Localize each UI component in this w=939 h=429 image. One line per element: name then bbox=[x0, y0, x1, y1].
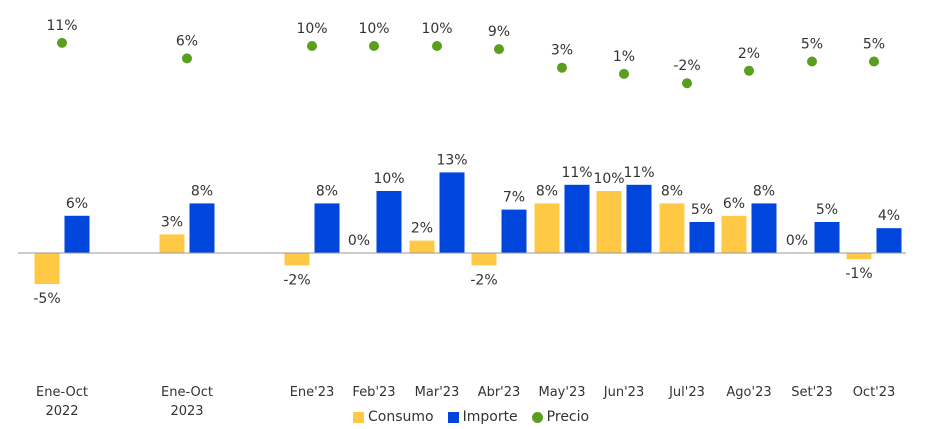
label-precio-ene-oct-2022: 11% bbox=[46, 18, 77, 34]
label-consumo-set-23: 0% bbox=[786, 233, 808, 249]
label-consumo-feb-23: 0% bbox=[348, 233, 370, 249]
x-tick-label-jun-23: Jun'23 bbox=[603, 385, 644, 400]
bar-importe-ene-23 bbox=[314, 203, 340, 253]
bar-consumo-abr-23 bbox=[471, 253, 497, 266]
label-importe-jun-23: 11% bbox=[623, 165, 654, 181]
label-consumo-ene-23: -2% bbox=[283, 272, 310, 288]
label-precio-ene-23: 10% bbox=[296, 21, 327, 37]
bar-consumo-ene-23 bbox=[284, 253, 310, 266]
label-importe-oct-23: 4% bbox=[878, 208, 900, 224]
dot-precio-mar-23 bbox=[432, 41, 442, 51]
legend: Consumo Importe Precio bbox=[353, 409, 589, 425]
label-consumo-ago-23: 6% bbox=[723, 196, 745, 212]
bar-importe-jul-23 bbox=[689, 222, 715, 253]
bar-importe-may-23 bbox=[564, 184, 590, 253]
label-importe-mar-23: 13% bbox=[436, 152, 467, 168]
x-tick-label-ene-23: Ene'23 bbox=[290, 385, 335, 400]
bar-importe-abr-23 bbox=[501, 209, 527, 253]
x-tick-label-ene-oct-2022-line1: Ene-Oct bbox=[36, 385, 88, 400]
label-importe-jul-23: 5% bbox=[691, 202, 713, 218]
bar-importe-oct-23 bbox=[876, 228, 902, 253]
dot-precio-ene-oct-2022 bbox=[57, 37, 67, 48]
bar-consumo-oct-23 bbox=[846, 253, 872, 260]
bar-consumo-jul-23 bbox=[659, 203, 685, 253]
dot-precio-oct-23 bbox=[869, 56, 879, 67]
legend-swatch-precio bbox=[531, 411, 543, 423]
x-axis-tick-labels: Ene-Oct 2022 Ene-Oct 2023 Ene'23 Feb'23 Mar'23… bbox=[36, 385, 895, 419]
label-precio-feb-23: 10% bbox=[358, 21, 389, 37]
legend-item-precio: Precio bbox=[531, 409, 590, 425]
label-consumo-oct-23: -1% bbox=[845, 266, 872, 282]
label-precio-ene-oct-2023: 6% bbox=[176, 33, 198, 49]
x-tick-label-ene-oct-2022-line2: 2022 bbox=[45, 404, 78, 419]
x-tick-label-mar-23: Mar'23 bbox=[415, 385, 460, 400]
label-consumo-may-23: 8% bbox=[536, 183, 558, 199]
legend-label-importe: Importe bbox=[462, 409, 518, 425]
label-consumo-abr-23: -2% bbox=[470, 272, 497, 288]
x-tick-label-may-23: May'23 bbox=[539, 385, 586, 400]
data-labels-layer: -5% 3% -2% 0% 2% -2% 8% 10% 8% 6% 0% -1% 6% 8% 8% 10% 13… bbox=[33, 18, 900, 307]
label-importe-ene-oct-2022: 6% bbox=[66, 196, 88, 212]
bar-importe-set-23 bbox=[814, 222, 840, 253]
label-precio-ago-23: 2% bbox=[738, 46, 760, 62]
bar-importe-ago-23 bbox=[751, 203, 777, 253]
bars-layer bbox=[34, 172, 902, 284]
label-consumo-mar-23: 2% bbox=[411, 221, 433, 237]
label-consumo-jun-23: 10% bbox=[593, 171, 624, 187]
label-consumo-ene-oct-2022: -5% bbox=[33, 291, 60, 307]
x-tick-label-ene-oct-2023-line1: Ene-Oct bbox=[161, 385, 213, 400]
bar-consumo-may-23 bbox=[534, 203, 560, 253]
dot-precio-set-23 bbox=[807, 56, 817, 67]
label-precio-set-23: 5% bbox=[801, 37, 823, 53]
label-importe-may-23: 11% bbox=[561, 165, 592, 181]
label-consumo-jul-23: 8% bbox=[661, 183, 683, 199]
label-precio-abr-23: 9% bbox=[488, 24, 510, 40]
dot-precio-ene-oct-2023 bbox=[182, 53, 192, 64]
label-importe-set-23: 5% bbox=[816, 202, 838, 218]
dot-precio-ene-23 bbox=[307, 41, 317, 51]
label-precio-may-23: 3% bbox=[551, 43, 573, 59]
label-importe-ago-23: 8% bbox=[753, 183, 775, 199]
x-tick-label-feb-23: Feb'23 bbox=[352, 385, 395, 400]
bar-consumo-ene-oct-2022 bbox=[34, 253, 60, 284]
dot-precio-jun-23 bbox=[619, 68, 629, 79]
x-tick-label-oct-23: Oct'23 bbox=[853, 385, 896, 400]
label-precio-mar-23: 10% bbox=[421, 21, 452, 37]
bar-consumo-mar-23 bbox=[409, 240, 435, 253]
label-importe-ene-oct-2023: 8% bbox=[191, 183, 213, 199]
x-tick-label-jul-23: Jul'23 bbox=[668, 385, 705, 400]
price-dots-layer bbox=[57, 37, 879, 89]
legend-swatch-importe bbox=[447, 411, 459, 423]
bar-importe-ene-oct-2022 bbox=[64, 215, 90, 253]
label-importe-feb-23: 10% bbox=[373, 171, 404, 187]
bar-consumo-ene-oct-2023 bbox=[159, 234, 185, 253]
dot-precio-abr-23 bbox=[494, 44, 504, 55]
label-precio-oct-23: 5% bbox=[863, 37, 885, 53]
bar-importe-feb-23 bbox=[376, 191, 402, 253]
x-tick-label-ago-23: Ago'23 bbox=[726, 385, 771, 400]
dot-precio-jul-23 bbox=[682, 78, 692, 89]
label-precio-jun-23: 1% bbox=[613, 49, 635, 65]
bar-consumo-ago-23 bbox=[721, 215, 747, 253]
x-tick-label-abr-23: Abr'23 bbox=[478, 385, 521, 400]
bar-importe-mar-23 bbox=[439, 172, 465, 253]
legend-label-consumo: Consumo bbox=[368, 409, 434, 425]
dot-precio-ago-23 bbox=[744, 65, 754, 76]
label-importe-ene-23: 8% bbox=[316, 183, 338, 199]
x-tick-label-ene-oct-2023-line2: 2023 bbox=[170, 404, 203, 419]
legend-item-consumo: Consumo bbox=[353, 409, 434, 425]
x-tick-label-set-23: Set'23 bbox=[791, 385, 832, 400]
bar-consumo-jun-23 bbox=[596, 191, 622, 253]
bar-importe-jun-23 bbox=[626, 184, 652, 253]
legend-item-importe: Importe bbox=[447, 409, 518, 425]
legend-label-precio: Precio bbox=[546, 409, 590, 425]
bar-importe-ene-oct-2023 bbox=[189, 203, 215, 253]
label-importe-abr-23: 7% bbox=[503, 190, 525, 206]
dot-precio-may-23 bbox=[557, 62, 567, 73]
legend-swatch-consumo bbox=[353, 411, 364, 423]
label-consumo-ene-oct-2023: 3% bbox=[161, 214, 183, 230]
dot-precio-feb-23 bbox=[369, 41, 379, 51]
label-precio-jul-23: -2% bbox=[673, 58, 700, 74]
